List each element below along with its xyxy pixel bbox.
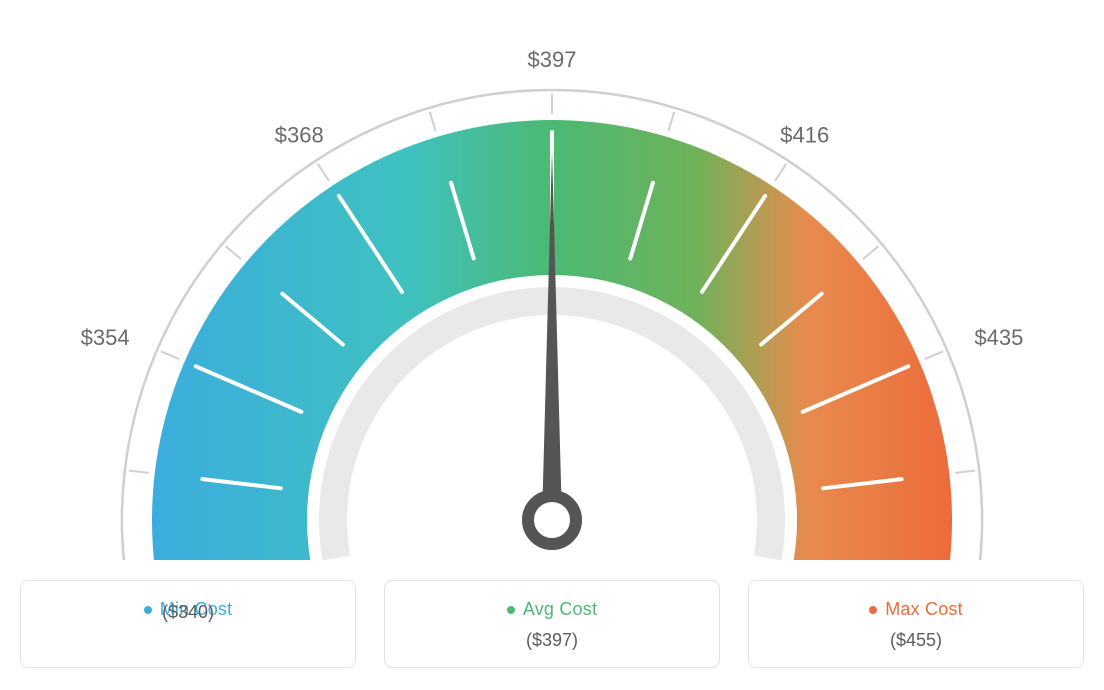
legend-row: Min Cost ($340) Avg Cost ($397) Max Cost…: [20, 580, 1084, 668]
max-dot-icon: [869, 606, 877, 614]
gauge-tick-label: $368: [275, 123, 324, 148]
legend-card-min: Min Cost ($340): [20, 580, 356, 668]
gauge-tick-label: $416: [780, 123, 829, 148]
legend-avg-title: Avg Cost: [523, 599, 597, 620]
gauge-tick-label: $354: [81, 325, 130, 350]
gauge-tick-label: $397: [528, 47, 577, 72]
legend-max-title: Max Cost: [885, 599, 963, 620]
gauge-hub: [528, 496, 576, 544]
legend-avg-value: ($397): [395, 630, 709, 651]
legend-min-value: ($340): [31, 602, 345, 623]
legend-max-value: ($455): [759, 630, 1073, 651]
min-dot-icon: [144, 606, 152, 614]
gauge-tick-label: $435: [974, 325, 1023, 350]
legend-card-avg: Avg Cost ($397): [384, 580, 720, 668]
cost-gauge: $340$354$368$397$416$435$455: [20, 20, 1084, 560]
legend-card-max: Max Cost ($455): [748, 580, 1084, 668]
avg-dot-icon: [507, 606, 515, 614]
